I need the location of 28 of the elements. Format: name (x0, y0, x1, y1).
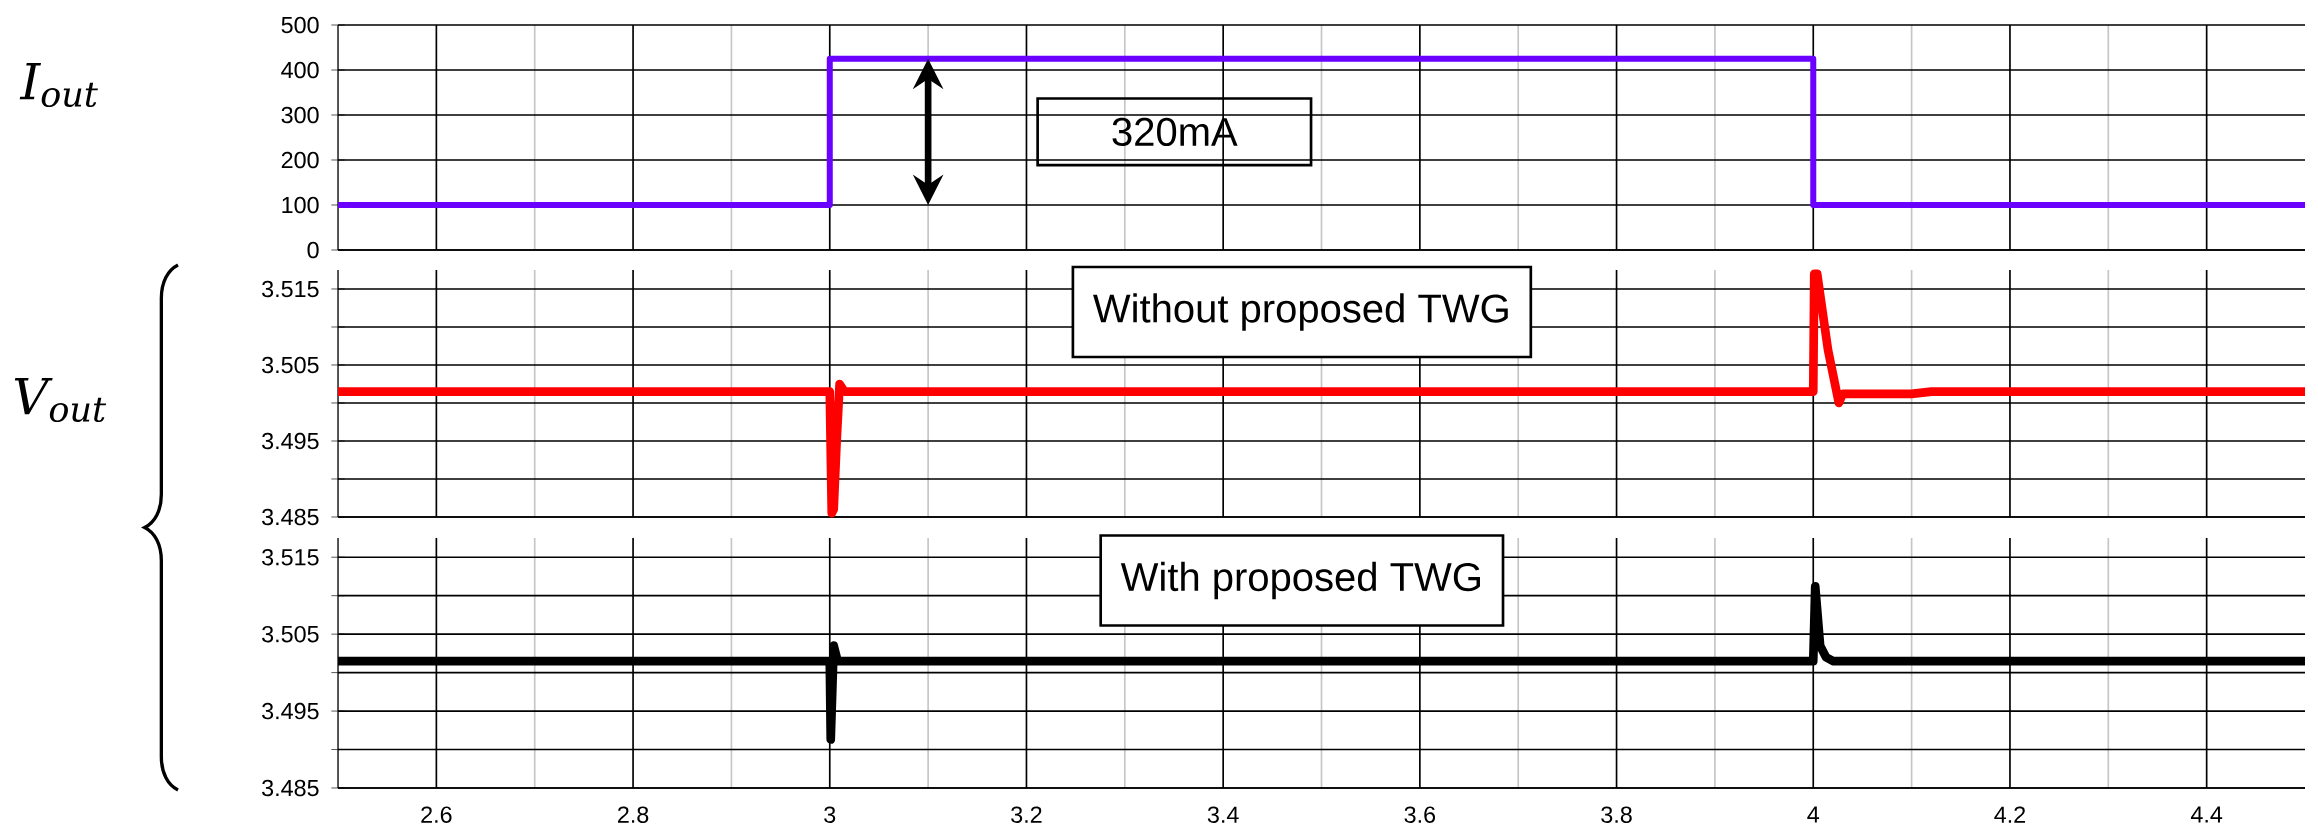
y-tick-label: 0 (307, 241, 319, 259)
y-tick-label: 400 (281, 61, 319, 79)
annotation: Without proposed TWG (1093, 293, 1508, 331)
y-axis-title: V$_{out}$ (14, 377, 107, 423)
x-tick-label: 3.8 (1601, 806, 1632, 823)
x-tick-label: 4.4 (2190, 806, 2223, 823)
x-tick-label: 3.6 (1404, 806, 1436, 823)
y-tick-label: 3.495 (262, 702, 319, 720)
x-tick-label: 2.6 (421, 806, 452, 823)
y-tick-label: 100 (282, 196, 319, 214)
y-tick-label: 3.505 (262, 356, 319, 374)
y-tick-label: 300 (281, 106, 319, 124)
y-tick-label: 3.495 (262, 432, 319, 450)
y-tick-label: 3.485 (262, 779, 319, 797)
annotation: With proposed TWG (1120, 561, 1480, 600)
y-axis-title: I$_{out}$ (19, 62, 98, 108)
x-tick-label: 2.8 (618, 806, 649, 823)
y-tick-label: 3.515 (262, 548, 319, 566)
y-tick-label: 3.505 (262, 625, 319, 643)
y-tick-label: 3.485 (262, 508, 319, 526)
y-tick-label: 3.515 (262, 280, 319, 298)
x-tick-label: 3.4 (1207, 806, 1239, 823)
x-tick-label: 4.2 (1994, 806, 2026, 823)
x-tick-label: 4 (1807, 806, 1820, 823)
y-tick-label: 500 (281, 16, 319, 34)
y-tick-label: 200 (281, 151, 319, 169)
x-tick-label: 3 (824, 806, 836, 823)
x-tick-label: 3.2 (1011, 806, 1042, 823)
